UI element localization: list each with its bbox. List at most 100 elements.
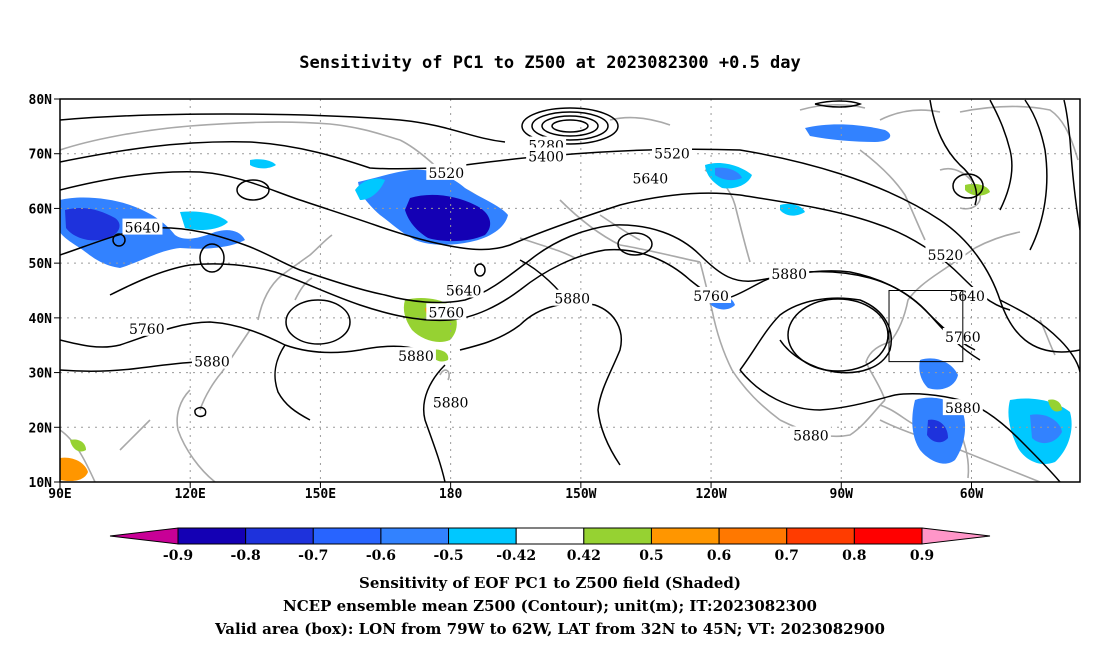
contour-label-bg: [769, 265, 810, 282]
contour-label-bg: [443, 281, 484, 298]
map-title: Sensitivity of PC1 to Z500 at 2023082300…: [299, 53, 801, 73]
lat-tick-labels: 80N 70N 60N 50N 40N 30N 20N 10N: [29, 93, 60, 491]
contour-label-bg: [652, 144, 692, 161]
shade-green-sw: [70, 439, 86, 452]
lat-tick-label: 10N: [29, 476, 53, 491]
caption-line-1: Sensitivity of EOF PC1 to Z500 field (Sh…: [359, 574, 741, 592]
contour-label: 5880: [395, 347, 436, 365]
lat-tick-label: 40N: [29, 312, 53, 327]
contour-label-text: 5400: [528, 149, 564, 165]
lat-tick-label: 80N: [29, 93, 53, 108]
colorbar-label: -0.5: [433, 548, 463, 564]
contour-label-text: 5880: [793, 428, 829, 444]
colorbar-swatch: [853, 527, 923, 545]
contour-label: 5760: [126, 319, 167, 338]
lon-tick-label: 150E: [305, 487, 336, 502]
colorbar-swatch: [650, 527, 720, 545]
contour-label-bg: [526, 147, 567, 164]
colorbar-swatch: [718, 527, 788, 545]
colorbar-label: 0.8: [842, 548, 866, 564]
colorbar-label: 0.5: [639, 548, 663, 564]
contour-label-bg: [691, 286, 732, 303]
shade-orange-sw: [60, 457, 88, 482]
lon-tick-label: 90W: [830, 487, 854, 502]
contour-label: 5640: [630, 169, 671, 187]
caption-line-2: NCEP ensemble mean Z500 (Contour); unit(…: [283, 597, 817, 615]
colorbar-label: -0.9: [163, 548, 193, 564]
colorbar-label: 0.9: [910, 548, 934, 564]
contour-label-text: 5760: [693, 289, 729, 305]
lon-tick-label: 180: [439, 487, 463, 502]
contour-label: 5880: [191, 352, 232, 371]
contour-label-bg: [191, 352, 232, 369]
contour-label: 5760: [426, 303, 467, 321]
contour-label-text: 5880: [771, 267, 807, 283]
contour-label: 5880: [942, 399, 983, 417]
contour-label-bg: [942, 399, 983, 416]
contour-label-text: 5880: [945, 401, 981, 417]
colorbar: -0.9 -0.8 -0.7 -0.6 -0.5 -0.42 0.42 0.5 0.6 0.7 0.…: [109, 527, 991, 564]
contour-label-text: 5880: [554, 292, 590, 308]
shade-cyan-pacific-a: [250, 159, 276, 169]
contour-label-bg: [126, 319, 167, 336]
shade-blue-central-core: [405, 194, 491, 242]
contour-label-text: 5520: [928, 248, 964, 264]
lon-tick-label: 150W: [565, 487, 596, 502]
contour-label: 5880: [769, 265, 810, 283]
contour-label-bg: [552, 289, 593, 306]
colorbar-swatch: [245, 527, 314, 545]
contour-label-bg: [426, 303, 467, 320]
valid-area-box: [888, 290, 964, 363]
contour-label: 5880: [430, 393, 471, 412]
contour-label-text: 5880: [398, 349, 434, 365]
colorbar-label: 0.42: [567, 548, 601, 564]
contour-label-text: 5880: [194, 355, 230, 371]
contour-label: 5520: [925, 245, 966, 264]
contour-label-text: 5760: [129, 322, 165, 338]
lat-tick-label: 70N: [29, 148, 53, 163]
contour-label: 5880: [552, 289, 593, 308]
colorbar-label: -0.7: [298, 548, 328, 564]
shade-blue-alaska: [715, 167, 742, 181]
colorbar-swatch: [312, 527, 382, 545]
shade-cyan-pacific-b: [780, 203, 805, 216]
colorbar-swatch: [177, 527, 247, 545]
contour-label-bg: [630, 169, 671, 186]
colorbar-right-arrow: [921, 527, 991, 545]
lon-tick-label: 120E: [175, 487, 206, 502]
lat-lon-grid: [60, 99, 1080, 482]
colorbar-swatch: [786, 527, 855, 545]
colorbar-swatch: [380, 527, 450, 545]
contour-label-bg: [426, 163, 467, 180]
shade-blue-arctic: [805, 124, 891, 142]
contour-label-text: 5520: [654, 147, 690, 163]
lat-tick-label: 30N: [29, 367, 53, 382]
shade-blue-east: [1030, 414, 1062, 444]
colorbar-label: 0.6: [707, 548, 731, 564]
map-plot-area: 5280540055205520564056405520588056405640…: [60, 99, 1080, 482]
contour-label-text: 5640: [632, 171, 668, 187]
colorbar-left-arrow: [109, 527, 179, 545]
colorbar-swatch: [448, 527, 517, 545]
contour-label: 5640: [122, 218, 163, 237]
contour-label-text: 5640: [125, 221, 161, 237]
contour-label-text: 5640: [446, 284, 482, 300]
lon-tick-label: 120W: [695, 487, 726, 502]
colorbar-label: -0.6: [366, 548, 396, 564]
colorbar-swatch: [515, 527, 585, 545]
contour-label-text: 5760: [428, 305, 464, 321]
shade-green-arctic: [965, 183, 990, 196]
lon-tick-labels: 90E 120E 150E 180 150W 120W 90W 60W: [48, 482, 983, 502]
contour-label-text: 5640: [949, 289, 985, 305]
contour-label: 5760: [691, 286, 732, 305]
lat-tick-label: 50N: [29, 257, 53, 272]
contour-label-bg: [122, 218, 163, 235]
contour-labels: 5280540055205520564056405520588056405640…: [122, 136, 988, 444]
contour-label: 5400: [526, 147, 567, 165]
lat-tick-label: 60N: [29, 202, 53, 217]
contour-label-text: 5880: [433, 396, 469, 412]
caption-line-3: Valid area (box): LON from 79W to 62W, L…: [214, 620, 885, 638]
contour-label-text: 5520: [428, 166, 464, 182]
contour-label: 5640: [443, 281, 484, 300]
